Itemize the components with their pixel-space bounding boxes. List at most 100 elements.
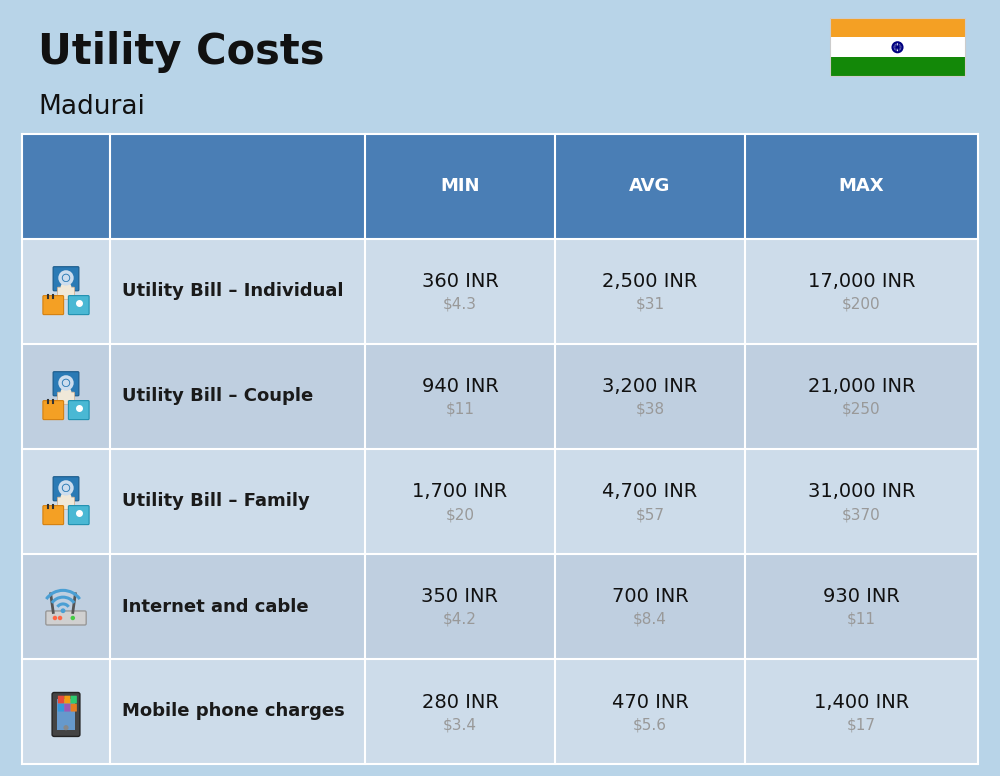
- Text: 4,700 INR: 4,700 INR: [602, 483, 698, 501]
- FancyBboxPatch shape: [65, 493, 67, 495]
- FancyBboxPatch shape: [58, 704, 64, 712]
- Text: 1,400 INR: 1,400 INR: [814, 692, 909, 712]
- FancyBboxPatch shape: [43, 296, 64, 314]
- Text: 1,700 INR: 1,700 INR: [412, 483, 508, 501]
- Text: Utility Bill – Individual: Utility Bill – Individual: [122, 282, 344, 300]
- Text: $200: $200: [842, 297, 881, 312]
- FancyBboxPatch shape: [71, 382, 73, 384]
- Text: 930 INR: 930 INR: [823, 587, 900, 607]
- FancyBboxPatch shape: [65, 480, 67, 483]
- Text: 17,000 INR: 17,000 INR: [808, 272, 915, 292]
- FancyBboxPatch shape: [52, 692, 80, 736]
- Circle shape: [61, 282, 71, 292]
- Text: MIN: MIN: [440, 178, 480, 196]
- FancyBboxPatch shape: [61, 386, 63, 388]
- FancyBboxPatch shape: [69, 281, 71, 283]
- Text: $5.6: $5.6: [633, 717, 667, 732]
- Text: 31,000 INR: 31,000 INR: [808, 483, 915, 501]
- FancyBboxPatch shape: [65, 376, 67, 378]
- FancyBboxPatch shape: [71, 487, 73, 489]
- Text: $8.4: $8.4: [633, 612, 667, 627]
- Text: 470 INR: 470 INR: [612, 692, 688, 712]
- Text: $38: $38: [635, 402, 665, 417]
- FancyBboxPatch shape: [22, 134, 978, 239]
- FancyBboxPatch shape: [59, 276, 61, 279]
- FancyBboxPatch shape: [68, 400, 89, 420]
- Circle shape: [61, 493, 71, 502]
- Circle shape: [63, 275, 69, 280]
- FancyBboxPatch shape: [830, 37, 965, 57]
- FancyBboxPatch shape: [830, 18, 965, 37]
- FancyBboxPatch shape: [69, 377, 71, 380]
- Text: 21,000 INR: 21,000 INR: [808, 377, 915, 397]
- FancyBboxPatch shape: [53, 372, 79, 396]
- Text: 360 INR: 360 INR: [422, 272, 498, 292]
- Text: $3.4: $3.4: [443, 717, 477, 732]
- FancyBboxPatch shape: [57, 287, 75, 300]
- FancyBboxPatch shape: [71, 276, 73, 279]
- Text: Utility Costs: Utility Costs: [38, 31, 324, 73]
- Circle shape: [61, 387, 71, 397]
- Text: $4.3: $4.3: [443, 297, 477, 312]
- Circle shape: [59, 616, 62, 619]
- FancyBboxPatch shape: [53, 267, 79, 291]
- FancyBboxPatch shape: [65, 282, 67, 285]
- FancyBboxPatch shape: [46, 611, 86, 625]
- FancyBboxPatch shape: [830, 57, 965, 77]
- Circle shape: [63, 485, 69, 490]
- Text: Utility Bill – Family: Utility Bill – Family: [122, 493, 310, 511]
- FancyBboxPatch shape: [71, 696, 77, 704]
- FancyBboxPatch shape: [64, 696, 70, 704]
- Circle shape: [53, 616, 56, 619]
- FancyBboxPatch shape: [69, 491, 71, 494]
- Text: $370: $370: [842, 507, 881, 522]
- Text: $57: $57: [636, 507, 664, 522]
- FancyBboxPatch shape: [43, 400, 64, 420]
- Circle shape: [71, 616, 74, 619]
- FancyBboxPatch shape: [65, 271, 67, 273]
- FancyBboxPatch shape: [69, 272, 71, 275]
- Circle shape: [63, 380, 69, 386]
- FancyBboxPatch shape: [71, 704, 77, 712]
- FancyBboxPatch shape: [61, 281, 63, 283]
- FancyBboxPatch shape: [61, 377, 63, 380]
- FancyBboxPatch shape: [57, 392, 75, 404]
- Text: AVG: AVG: [629, 178, 671, 196]
- Text: MAX: MAX: [839, 178, 884, 196]
- Circle shape: [64, 726, 68, 729]
- FancyBboxPatch shape: [57, 497, 75, 509]
- FancyBboxPatch shape: [68, 296, 89, 314]
- FancyBboxPatch shape: [61, 483, 63, 485]
- Text: 3,200 INR: 3,200 INR: [602, 377, 698, 397]
- Text: $4.2: $4.2: [443, 612, 477, 627]
- FancyBboxPatch shape: [22, 344, 978, 449]
- Text: 350 INR: 350 INR: [421, 587, 498, 607]
- FancyBboxPatch shape: [69, 483, 71, 485]
- Text: Mobile phone charges: Mobile phone charges: [122, 702, 345, 720]
- FancyBboxPatch shape: [57, 698, 75, 730]
- Text: Madurai: Madurai: [38, 94, 145, 120]
- Text: $17: $17: [847, 717, 876, 732]
- Circle shape: [61, 609, 65, 612]
- FancyBboxPatch shape: [61, 272, 63, 275]
- FancyBboxPatch shape: [69, 386, 71, 388]
- Text: $20: $20: [445, 507, 474, 522]
- Text: 700 INR: 700 INR: [612, 587, 688, 607]
- FancyBboxPatch shape: [59, 382, 61, 384]
- Text: Internet and cable: Internet and cable: [122, 598, 309, 615]
- Text: 2,500 INR: 2,500 INR: [602, 272, 698, 292]
- FancyBboxPatch shape: [64, 704, 70, 712]
- FancyBboxPatch shape: [65, 387, 67, 390]
- FancyBboxPatch shape: [59, 487, 61, 489]
- Text: 940 INR: 940 INR: [422, 377, 498, 397]
- FancyBboxPatch shape: [68, 506, 89, 525]
- FancyBboxPatch shape: [61, 491, 63, 494]
- FancyBboxPatch shape: [22, 554, 978, 659]
- Text: $31: $31: [635, 297, 665, 312]
- Text: 280 INR: 280 INR: [422, 692, 498, 712]
- FancyBboxPatch shape: [53, 476, 79, 501]
- FancyBboxPatch shape: [22, 449, 978, 554]
- FancyBboxPatch shape: [43, 506, 64, 525]
- Text: $250: $250: [842, 402, 881, 417]
- FancyBboxPatch shape: [22, 239, 978, 344]
